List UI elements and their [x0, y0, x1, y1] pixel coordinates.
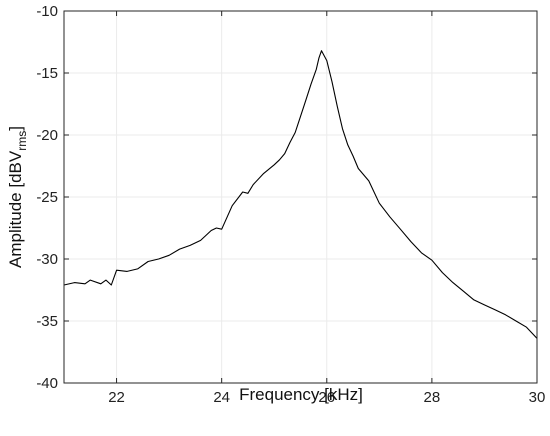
y-tick-label: -10 [36, 3, 58, 20]
y-axis-label-end: ] [6, 126, 25, 131]
x-axis-label: Frequency [kHz] [239, 385, 363, 404]
y-tick-label: -30 [36, 251, 58, 268]
y-tick-label: -25 [36, 189, 58, 206]
x-tick-label: 28 [424, 389, 441, 406]
y-axis-label-subscript: rms [15, 131, 29, 151]
y-tick-labels: -40 -35 -30 -25 -20 -15 -10 [36, 3, 58, 392]
grid-lines [64, 10, 538, 384]
y-axis-label-main: Amplitude [dBV [6, 150, 25, 268]
y-tick-label: -35 [36, 313, 58, 330]
x-tick-labels: 22 24 26 28 30 [108, 389, 545, 406]
y-axis-label: Amplitude [dBVrms] [6, 126, 29, 268]
x-tick-label: 26 [318, 389, 335, 406]
plot-frame [63, 10, 538, 384]
x-tick-label: 30 [529, 389, 546, 406]
x-tick-label: 22 [108, 389, 125, 406]
x-tick-label: 24 [213, 389, 230, 406]
y-tick-label: -40 [36, 375, 58, 392]
y-tick-label: -20 [36, 127, 58, 144]
series-line [63, 50, 538, 339]
y-tick-label: -15 [36, 65, 58, 82]
